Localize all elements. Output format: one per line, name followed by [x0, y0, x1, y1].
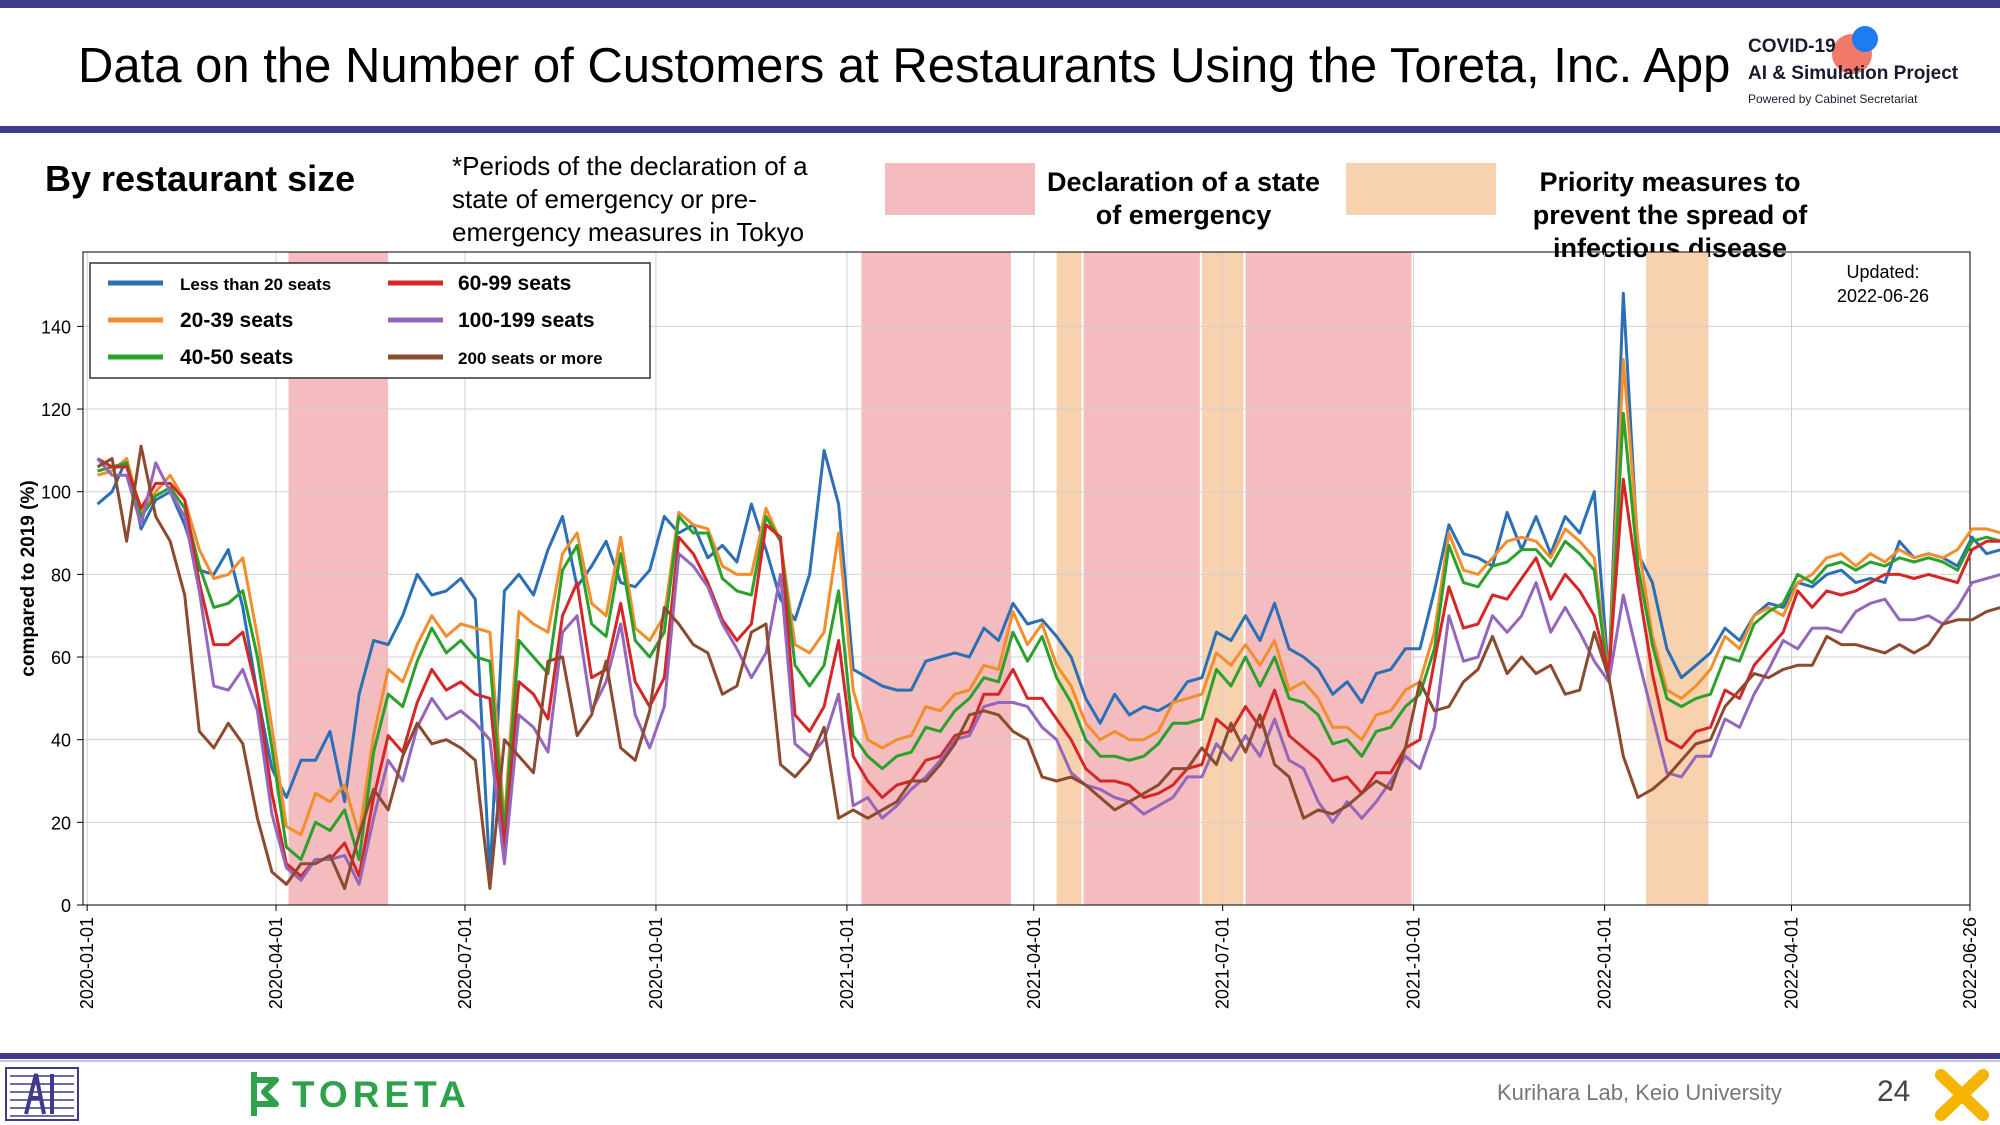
emergency-swatch — [885, 163, 1035, 215]
y-tick-label: 40 — [51, 731, 71, 751]
page-title: Data on the Number of Customers at Resta… — [78, 39, 1731, 93]
legend-label-4: 60-99 seats — [458, 272, 571, 295]
brand-line3: Powered by Cabinet Secretariat — [1748, 92, 1918, 106]
series-line-3 — [97, 411, 2000, 861]
periods-note: *Periods of the declaration of a state o… — [452, 151, 808, 247]
y-tick-label: 120 — [41, 400, 71, 420]
brand-logo: COVID-19 AI & Simulation Project Powered… — [1748, 26, 1988, 120]
y-tick-label: 140 — [41, 317, 71, 337]
toreta-mark-icon — [251, 1072, 279, 1116]
y-tick-label: 80 — [51, 565, 71, 585]
y-tick-label: 20 — [51, 813, 71, 833]
page-number: 24 — [1877, 1075, 1911, 1108]
series-line-1 — [96, 291, 2000, 878]
updated-label: Updated: — [1846, 262, 1919, 282]
x-tick-label: 2020-07-01 — [455, 917, 475, 1009]
top-accent-bar — [0, 0, 2000, 8]
series-line-5 — [96, 457, 2000, 886]
brand-dot-blue — [1852, 26, 1878, 52]
x-tick-label: 2022-04-01 — [1781, 917, 1801, 1009]
x-tick-label: 2022-01-01 — [1595, 917, 1615, 1009]
priority-legend-label: Priority measures to prevent the spread … — [1532, 167, 1808, 263]
emergency-period-band — [1083, 252, 1200, 905]
series-line-2 — [97, 358, 2000, 837]
x-tick-label: 2020-04-01 — [266, 917, 286, 1009]
footer-divider — [0, 1053, 2000, 1059]
legend-label-1: Less than 20 seats — [180, 275, 331, 294]
series-line-6 — [96, 444, 2000, 890]
x-tick-label: 2021-10-01 — [1404, 917, 1424, 1009]
plot-frame — [82, 251, 1971, 906]
x-tick-label: 2020-01-01 — [77, 917, 97, 1009]
y-tick-label: 60 — [51, 648, 71, 668]
legend-label-6: 200 seats or more — [458, 349, 603, 368]
header-divider — [0, 126, 2000, 133]
x-tick-label: 2021-04-01 — [1024, 917, 1044, 1009]
line-chart: 0 20 40 60 80 100 120 140 2020-01-01 2020-04-01 20… — [18, 251, 2000, 1009]
footer-lab-credit: Kurihara Lab, Keio University — [1497, 1080, 1782, 1105]
y-tick-label: 100 — [41, 483, 71, 503]
brand-line1: COVID-19 — [1748, 36, 1836, 57]
lab-logo-icon — [5, 1067, 79, 1121]
x-tick-label: 2020-10-01 — [646, 917, 666, 1009]
x-tick-label: 2022-06-26 — [1960, 917, 1980, 1009]
updated-date: 2022-06-26 — [1837, 286, 1929, 306]
legend-label-2: 20-39 seats — [180, 309, 293, 332]
x-logo-icon — [1935, 1069, 1989, 1121]
series-line-4 — [96, 457, 2000, 878]
brand-line2: AI & Simulation Project — [1748, 63, 1959, 84]
y-tick-label: 0 — [61, 896, 71, 916]
x-tick-label: 2021-01-01 — [837, 917, 857, 1009]
section-subtitle: By restaurant size — [45, 158, 356, 199]
legend-label-5: 100-199 seats — [458, 309, 595, 332]
y-axis-label: compared to 2019 (%) — [18, 480, 39, 676]
footer-divider-light — [0, 1060, 2000, 1062]
legend-box — [89, 262, 651, 379]
priority-swatch — [1346, 163, 1496, 215]
emergency-period-band — [1245, 252, 1412, 905]
emergency-legend-label: Declaration of a state of emergency — [1046, 167, 1321, 230]
legend-label-3: 40-50 seats — [180, 346, 293, 369]
x-tick-label: 2021-07-01 — [1213, 917, 1233, 1009]
priority-period-band — [1646, 252, 1709, 905]
toreta-wordmark: TORETA — [292, 1074, 471, 1115]
priority-period-band — [1056, 252, 1082, 905]
emergency-period-band — [861, 252, 1011, 905]
